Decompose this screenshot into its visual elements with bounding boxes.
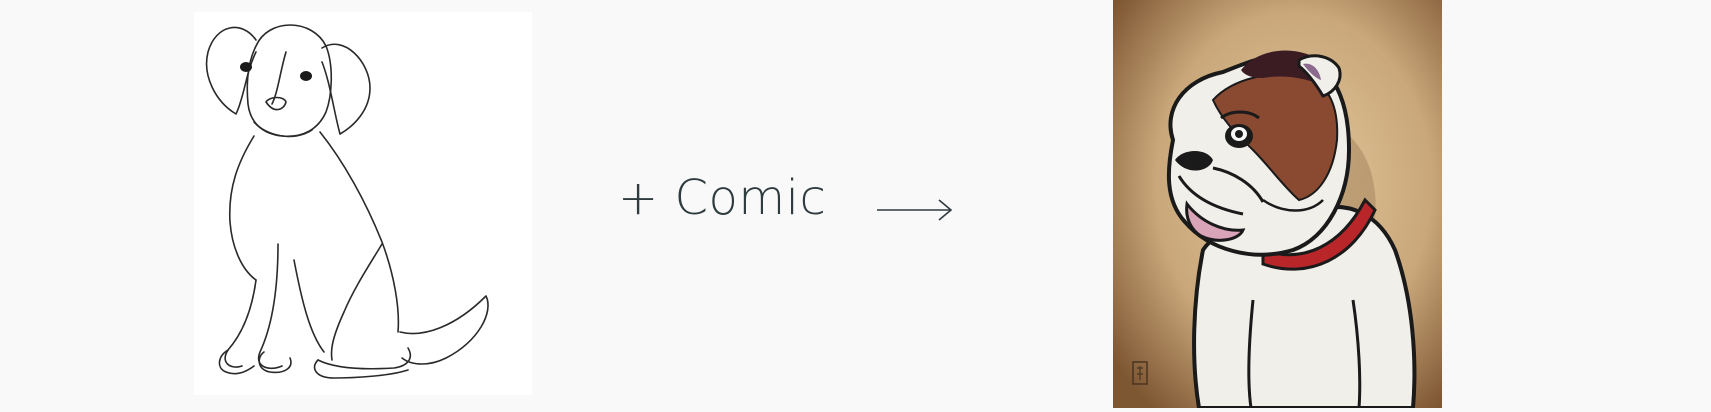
bulldog-comic-icon — [1113, 0, 1442, 408]
input-sketch-image — [194, 12, 532, 395]
style-prompt-label: + Comic — [618, 170, 827, 226]
output-comic-image — [1113, 0, 1442, 408]
right-arrow-icon — [875, 190, 955, 230]
dog-sketch-icon — [205, 24, 489, 379]
